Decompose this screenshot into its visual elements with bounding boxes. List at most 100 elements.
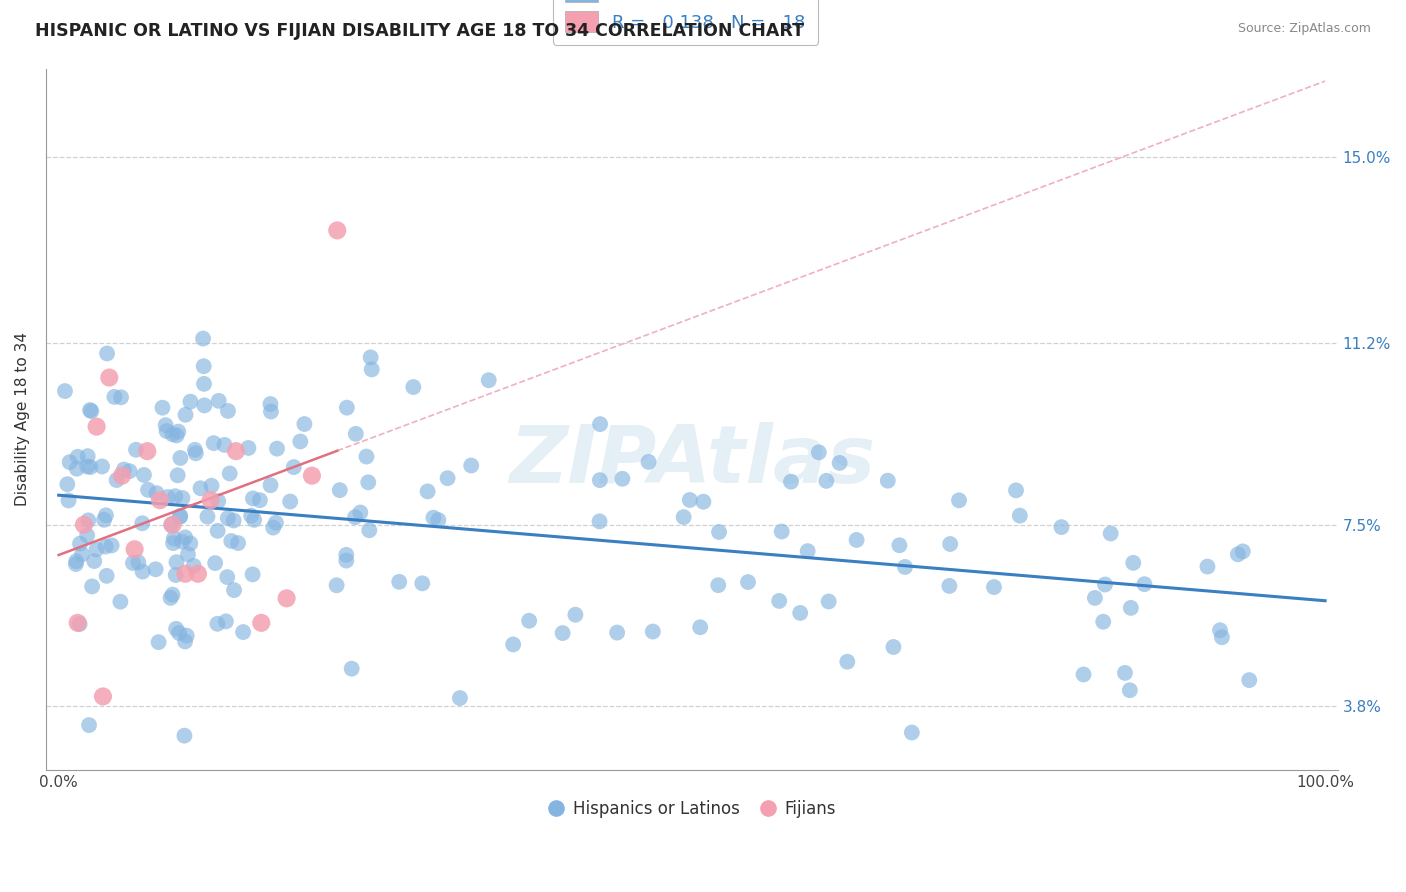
Point xyxy=(1008,508,1031,523)
Point xyxy=(1133,577,1156,591)
Point xyxy=(948,493,970,508)
Point xyxy=(177,547,200,561)
Point xyxy=(165,489,187,503)
Point xyxy=(207,616,229,631)
Point xyxy=(889,538,911,552)
Point xyxy=(77,513,100,527)
Point xyxy=(1232,544,1254,558)
Point xyxy=(193,376,215,391)
Point xyxy=(127,555,149,569)
Point xyxy=(301,468,323,483)
Point xyxy=(149,493,172,508)
Point xyxy=(260,404,283,418)
Point xyxy=(76,449,98,463)
Point xyxy=(770,524,793,539)
Point xyxy=(225,444,247,458)
Point xyxy=(152,401,174,415)
Point xyxy=(112,462,135,476)
Point xyxy=(1084,591,1107,605)
Point xyxy=(100,538,122,552)
Point xyxy=(294,417,316,431)
Point xyxy=(276,591,298,606)
Point xyxy=(325,578,347,592)
Point xyxy=(155,418,177,433)
Point xyxy=(59,455,82,469)
Point xyxy=(124,542,146,557)
Point xyxy=(817,594,839,608)
Point xyxy=(76,459,98,474)
Point xyxy=(796,544,818,558)
Point xyxy=(111,468,134,483)
Point xyxy=(262,520,284,534)
Point xyxy=(53,384,76,398)
Point xyxy=(86,419,108,434)
Point xyxy=(187,566,209,581)
Point xyxy=(641,624,664,639)
Point xyxy=(243,513,266,527)
Point xyxy=(167,626,190,640)
Point xyxy=(416,484,439,499)
Point xyxy=(707,578,730,592)
Point xyxy=(190,481,212,495)
Point xyxy=(66,461,89,475)
Point xyxy=(167,425,190,439)
Point xyxy=(238,441,260,455)
Point xyxy=(96,569,118,583)
Point xyxy=(344,426,367,441)
Point xyxy=(637,455,659,469)
Point xyxy=(938,579,960,593)
Point xyxy=(768,594,790,608)
Point xyxy=(780,475,803,489)
Point xyxy=(98,370,121,384)
Point xyxy=(96,346,118,360)
Point xyxy=(606,625,628,640)
Point xyxy=(110,390,132,404)
Legend: Hispanics or Latinos, Fijians: Hispanics or Latinos, Fijians xyxy=(541,794,842,825)
Point xyxy=(125,442,148,457)
Point xyxy=(1211,630,1233,644)
Point xyxy=(172,491,194,505)
Point xyxy=(69,617,91,632)
Point xyxy=(264,516,287,530)
Point xyxy=(162,588,184,602)
Point xyxy=(66,615,89,630)
Point xyxy=(357,475,380,490)
Point xyxy=(197,509,219,524)
Point xyxy=(214,438,236,452)
Point xyxy=(278,494,301,508)
Point xyxy=(162,536,184,550)
Point xyxy=(184,446,207,460)
Point xyxy=(344,510,367,524)
Point xyxy=(176,629,198,643)
Point xyxy=(56,477,79,491)
Text: ZIPAtlas: ZIPAtlas xyxy=(509,422,875,500)
Point xyxy=(202,436,225,450)
Point xyxy=(422,510,444,524)
Point xyxy=(828,456,851,470)
Point xyxy=(193,359,215,374)
Point xyxy=(1119,683,1142,698)
Point xyxy=(283,460,305,475)
Point xyxy=(517,614,540,628)
Point xyxy=(94,508,117,523)
Point xyxy=(103,390,125,404)
Point xyxy=(122,556,145,570)
Point xyxy=(105,473,128,487)
Point xyxy=(66,450,89,464)
Point xyxy=(162,517,184,532)
Point xyxy=(588,514,610,528)
Point xyxy=(174,634,197,648)
Point xyxy=(169,508,191,523)
Point xyxy=(145,486,167,500)
Point xyxy=(93,513,115,527)
Point xyxy=(1114,665,1136,680)
Point xyxy=(1050,520,1073,534)
Point xyxy=(222,513,245,527)
Point xyxy=(266,442,288,456)
Point xyxy=(589,473,612,487)
Point xyxy=(79,403,101,417)
Point xyxy=(901,725,924,739)
Point xyxy=(882,640,904,654)
Point xyxy=(226,536,249,550)
Point xyxy=(184,442,207,457)
